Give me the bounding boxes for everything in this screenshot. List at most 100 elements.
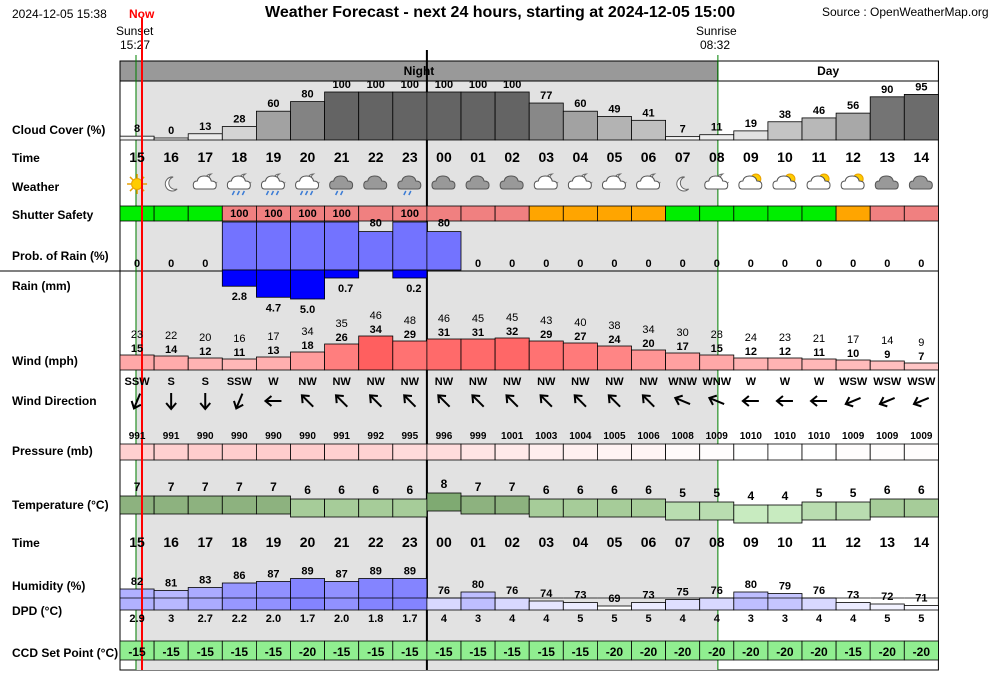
wind-arrow-icon	[607, 394, 621, 408]
pressure-value: 991	[333, 431, 350, 442]
temperature-bar	[324, 498, 360, 518]
pressure-value: 1009	[706, 431, 729, 442]
temperature-value: 7	[202, 480, 209, 494]
temperature-value: 6	[543, 483, 550, 497]
wind-arrow-icon	[505, 394, 519, 408]
wind-direction-label: NW	[401, 376, 420, 388]
rain-prob-value: 0	[475, 258, 481, 270]
rain-mm-bar	[221, 269, 257, 287]
dpd-value: 5	[918, 613, 924, 625]
wind-arrow-icon	[437, 394, 451, 408]
ccd-value: -15	[503, 645, 521, 659]
wind-arrow-icon	[263, 395, 282, 407]
sunset-label: Sunset	[116, 24, 154, 38]
wind-arrow-icon	[368, 394, 383, 408]
time-label: 13	[879, 149, 895, 165]
rain-mm-bar	[290, 269, 325, 300]
temperature-bar	[665, 501, 701, 521]
temperature-bar	[562, 498, 598, 518]
cloud-bar	[869, 96, 905, 141]
cloud-value: 49	[608, 103, 620, 115]
day-label: Day	[817, 64, 839, 78]
wind-arrow-icon	[233, 393, 244, 410]
rain-prob-value: 0	[202, 258, 208, 270]
humidity-bar	[460, 591, 496, 611]
cloud-value: 90	[881, 84, 893, 96]
wind-direction-label: NW	[435, 376, 454, 388]
humidity-bar	[324, 581, 360, 611]
rain-prob-value: 0	[714, 258, 720, 270]
dpd-value: 4	[680, 613, 687, 625]
temperature-bar	[699, 501, 735, 521]
humidity-value: 80	[472, 579, 484, 591]
rain-prob-value: 100	[401, 208, 419, 220]
rain-cloud-moon-icon	[260, 173, 286, 196]
pressure-cell	[426, 443, 462, 461]
sunrise-label: Sunrise	[696, 24, 737, 38]
ccd-value: -15	[197, 645, 215, 659]
cloud-value: 11	[711, 122, 723, 134]
wind-direction-label: WSW	[839, 376, 868, 388]
wind-bar	[767, 357, 803, 371]
time-label-lower: 07	[675, 534, 691, 550]
wind-bar	[835, 359, 871, 371]
ccd-value: -15	[538, 645, 556, 659]
cloud-value: 80	[301, 89, 313, 101]
pressure-cell	[903, 443, 939, 461]
humidity-bar	[562, 602, 598, 611]
cloud-bar	[699, 134, 735, 141]
temperature-bar	[221, 495, 257, 515]
pressure-value: 991	[129, 431, 146, 442]
humidity-bar	[153, 590, 189, 611]
wind-direction-label: W	[814, 376, 825, 388]
humidity-value: 76	[813, 585, 825, 597]
cloud-bar	[767, 121, 803, 141]
dpd-value: 2.0	[266, 613, 281, 625]
rain-mm-value: 2.8	[232, 291, 247, 303]
row-label-temperature: Temperature (°C)	[12, 498, 109, 512]
wind-gust-value: 9	[918, 337, 924, 349]
temperature-value: 5	[850, 486, 857, 500]
wind-direction-label: NW	[469, 376, 488, 388]
time-label-lower: 03	[538, 534, 554, 550]
humidity-value: 76	[438, 585, 450, 597]
cloud-value: 28	[233, 114, 245, 126]
humidity-bar	[733, 591, 769, 611]
ccd-value: -20	[776, 645, 794, 659]
pressure-value: 1001	[501, 431, 524, 442]
cloud-icon	[874, 175, 899, 190]
wind-gust-value: 23	[131, 329, 143, 341]
rain-mm-bar	[324, 269, 360, 279]
temperature-bar	[119, 495, 155, 515]
shutter-cell	[631, 205, 666, 222]
rain-cloud-icon	[329, 175, 354, 196]
pressure-value: 1009	[842, 431, 865, 442]
wind-bar	[119, 354, 155, 371]
pressure-value: 1008	[672, 431, 695, 442]
wind-gust-value: 35	[336, 318, 348, 330]
wind-speed-value: 18	[301, 340, 313, 352]
rain-prob-bar	[221, 221, 257, 271]
time-label-lower: 06	[641, 534, 657, 550]
dpd-value: 2.7	[198, 613, 213, 625]
time-label-lower: 22	[368, 534, 384, 550]
wind-gust-value: 34	[642, 324, 654, 336]
shutter-cell	[494, 205, 530, 222]
cloud-value: 8	[134, 123, 140, 135]
ccd-value: -20	[640, 645, 658, 659]
dpd-value: 2.9	[129, 613, 144, 625]
wind-gust-value: 48	[404, 315, 416, 327]
humidity-bar	[494, 597, 530, 611]
time-label-lower: 23	[402, 534, 418, 550]
rain-prob-bar	[324, 221, 360, 271]
ccd-value: -20	[708, 645, 726, 659]
cloud-value: 77	[540, 90, 552, 102]
dpd-value: 4	[816, 613, 823, 625]
humidity-bar	[221, 582, 257, 611]
cloud-bar	[733, 130, 769, 141]
wind-speed-value: 7	[918, 351, 924, 363]
shutter-cell	[801, 205, 837, 222]
temperature-bar	[255, 495, 291, 515]
temperature-value: 6	[918, 483, 925, 497]
pressure-cell	[290, 443, 325, 461]
